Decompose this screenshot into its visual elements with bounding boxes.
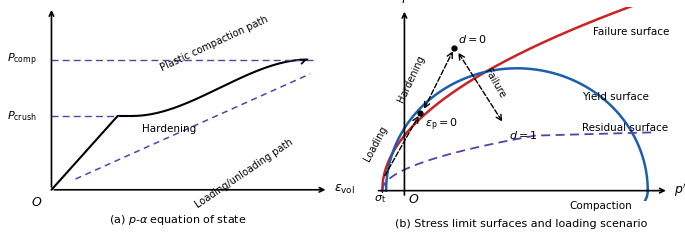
Text: $P$: $P$ bbox=[44, 0, 53, 3]
Text: Compaction: Compaction bbox=[569, 201, 632, 210]
Text: $P_\mathrm{crush}$: $P_\mathrm{crush}$ bbox=[7, 109, 36, 123]
Text: Yield surface: Yield surface bbox=[582, 92, 649, 102]
Text: Failure surface: Failure surface bbox=[593, 27, 669, 37]
Text: (b) Stress limit surfaces and loading scenario: (b) Stress limit surfaces and loading sc… bbox=[395, 219, 647, 229]
Text: Residual surface: Residual surface bbox=[582, 123, 669, 133]
Text: Plastic compaction path: Plastic compaction path bbox=[158, 14, 269, 73]
Text: $\varepsilon_\mathrm{p} = 0$: $\varepsilon_\mathrm{p} = 0$ bbox=[425, 117, 458, 133]
Text: $O$: $O$ bbox=[408, 193, 419, 206]
Text: $q$: $q$ bbox=[397, 0, 407, 5]
Text: $p'$: $p'$ bbox=[674, 182, 685, 199]
Text: Hardening: Hardening bbox=[396, 54, 426, 104]
Text: Loading: Loading bbox=[362, 124, 389, 163]
Text: $P_\mathrm{comp}$: $P_\mathrm{comp}$ bbox=[7, 51, 36, 68]
Text: Loading/unloading path: Loading/unloading path bbox=[193, 137, 295, 210]
Text: Hardening: Hardening bbox=[142, 124, 196, 134]
Text: $d = 1$: $d = 1$ bbox=[509, 129, 538, 141]
Text: Failure: Failure bbox=[482, 67, 507, 100]
Text: $O$: $O$ bbox=[31, 196, 42, 209]
Text: $\varepsilon_\mathrm{vol}$: $\varepsilon_\mathrm{vol}$ bbox=[334, 183, 356, 196]
Text: $\sigma_\mathrm{t}$: $\sigma_\mathrm{t}$ bbox=[373, 193, 386, 205]
Text: (a) $p$-$\alpha$ equation of state: (a) $p$-$\alpha$ equation of state bbox=[109, 213, 247, 227]
Text: $d = 0$: $d = 0$ bbox=[458, 33, 487, 45]
